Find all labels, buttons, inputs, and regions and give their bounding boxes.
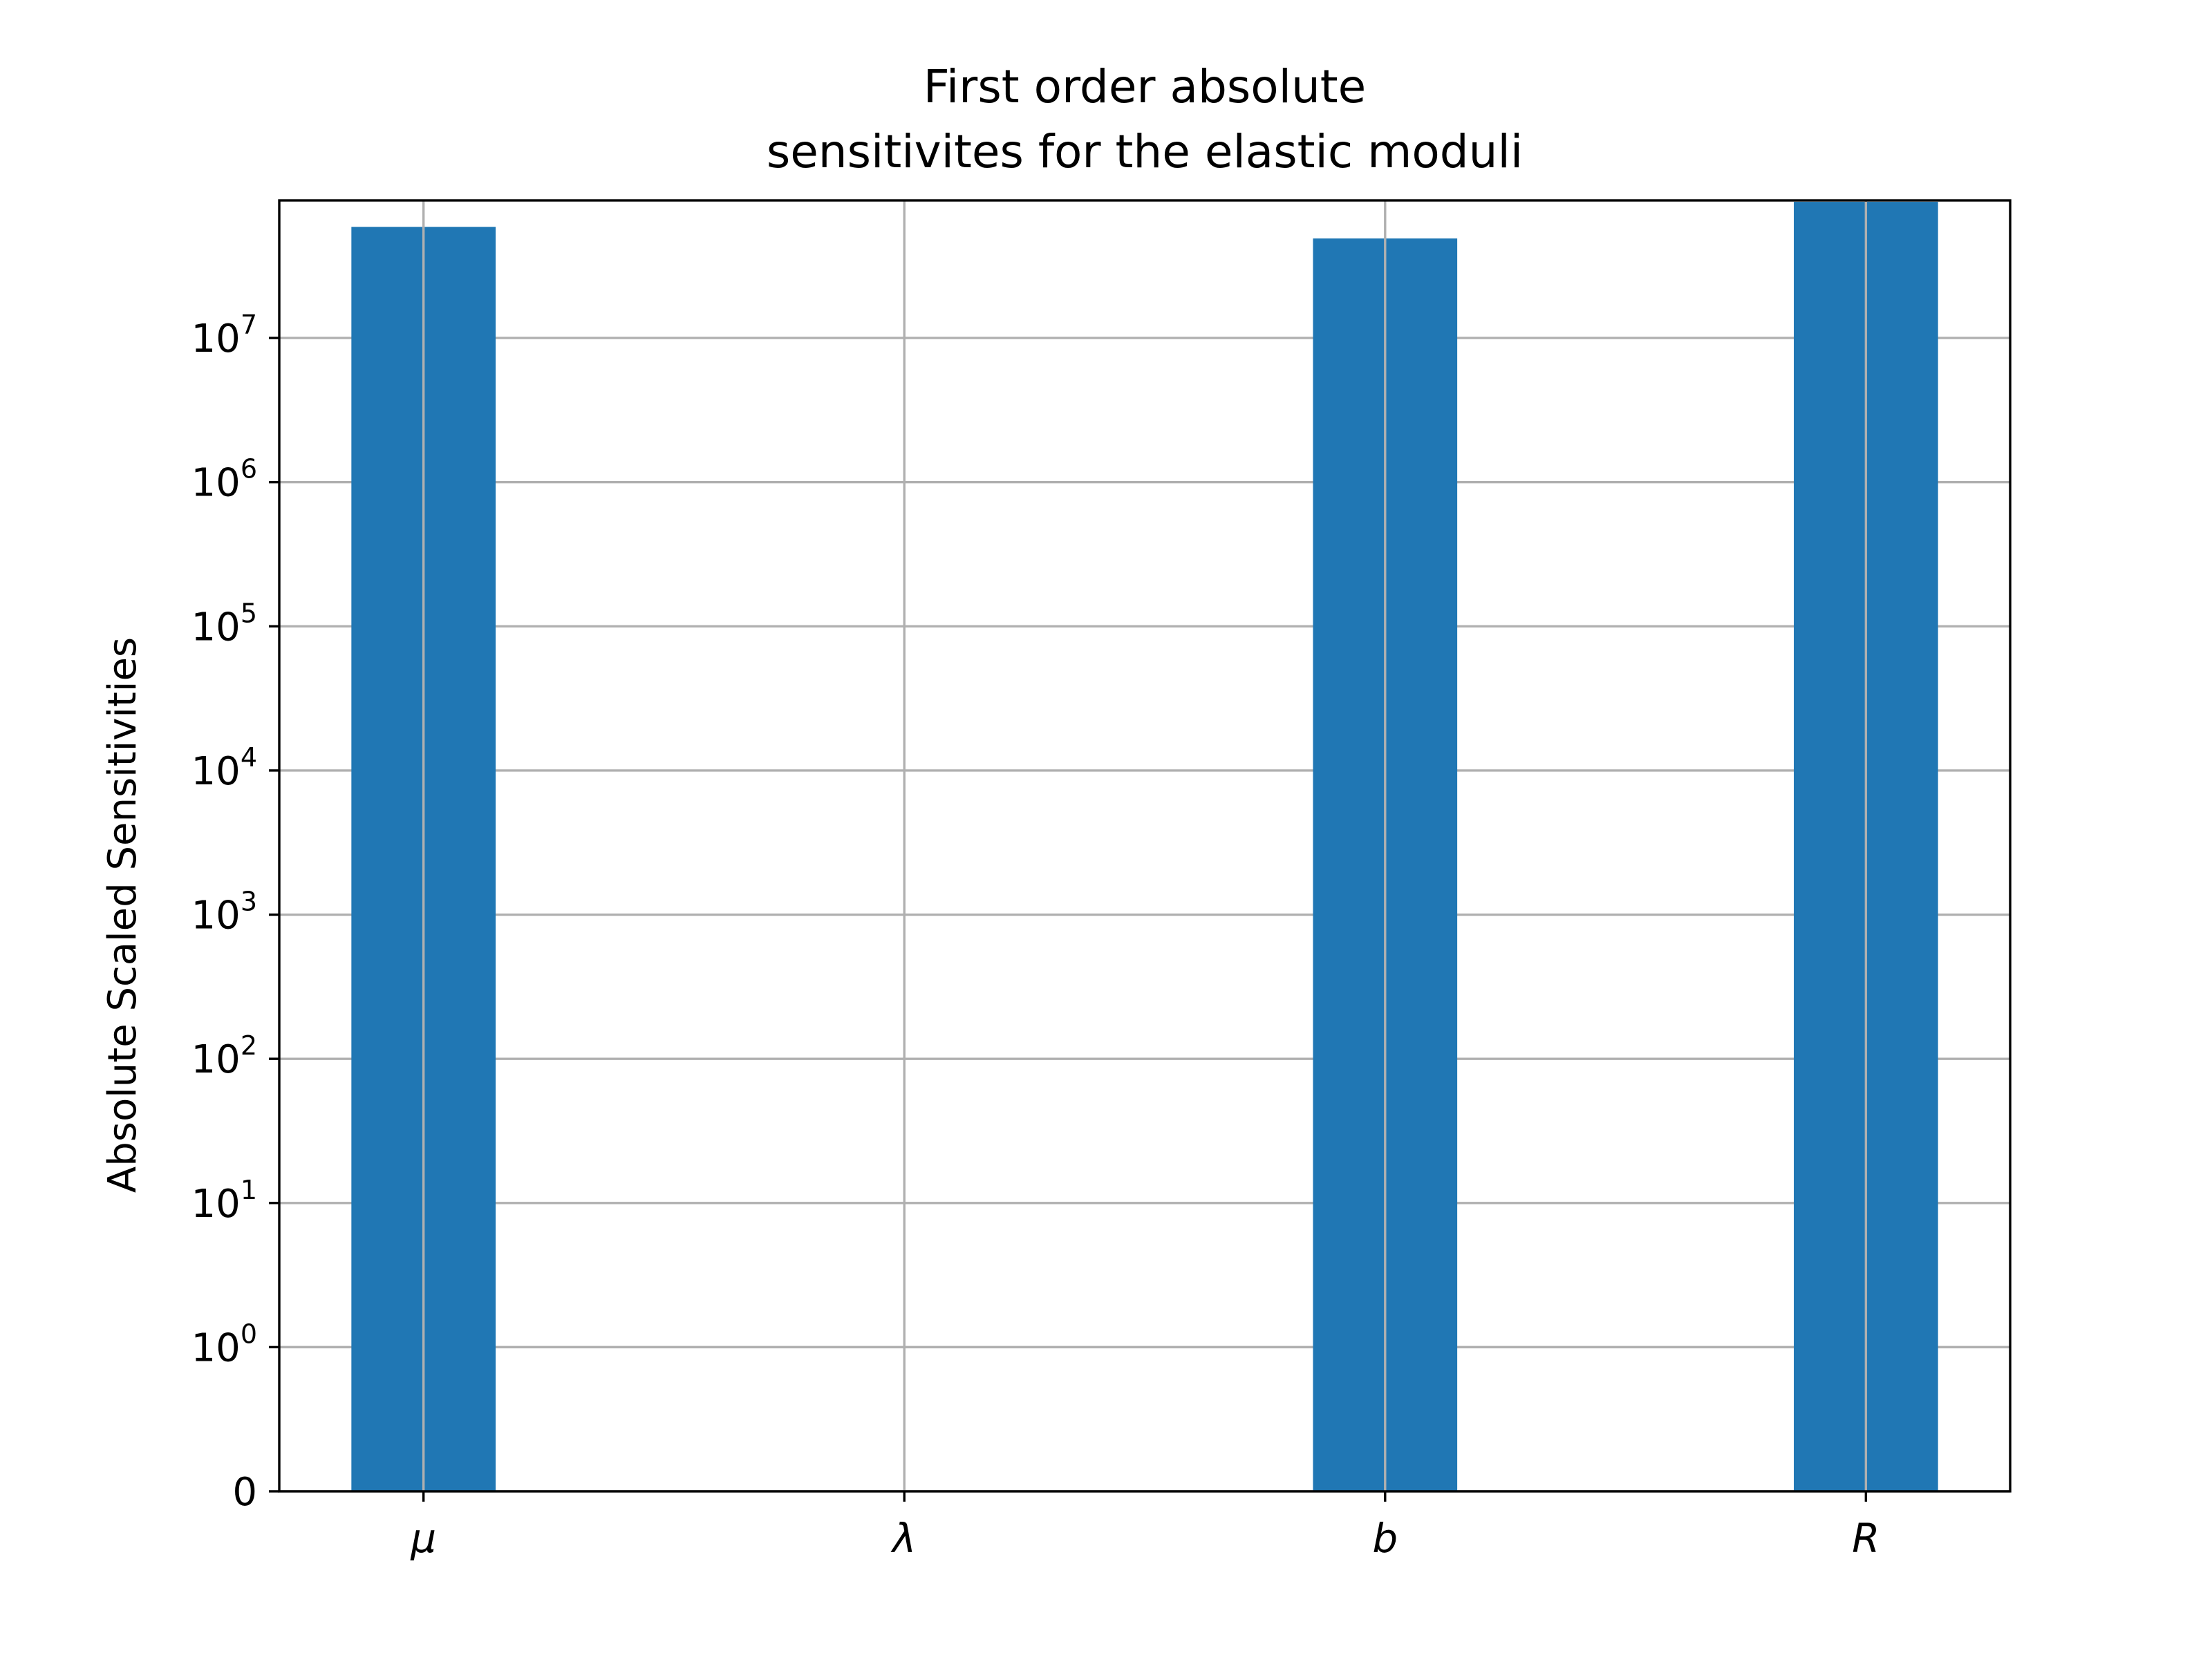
axes-frame (278, 199, 2012, 1493)
y-tick-label: 106 (191, 454, 257, 506)
x-tick-label: b (1372, 1515, 1398, 1562)
y-tick-label: 103 (191, 887, 257, 938)
x-grid-lines (422, 200, 1868, 1491)
chart-title-line-1: First order absolute (924, 60, 1367, 113)
y-axis-label: Absolute Scaled Sensitivities (100, 637, 145, 1193)
y-tick-label: 101 (191, 1175, 257, 1227)
x-tick-label: λ (890, 1515, 916, 1562)
ticks: 0 100 101 102 103 104 105 106 107 μ λ b R (191, 310, 1880, 1562)
y-tick-label: 100 (191, 1319, 257, 1370)
y-tick-label: 107 (191, 310, 257, 361)
y-tick-label: 105 (191, 598, 257, 650)
chart-title-line-2: sensitivites for the elastic moduli (767, 125, 1523, 178)
y-tick-label: 0 (232, 1470, 257, 1515)
y-tick-label: 104 (191, 742, 257, 794)
x-tick-label: μ (410, 1515, 436, 1562)
y-tick-label: 102 (191, 1030, 257, 1082)
x-tick-label: R (1852, 1515, 1880, 1562)
